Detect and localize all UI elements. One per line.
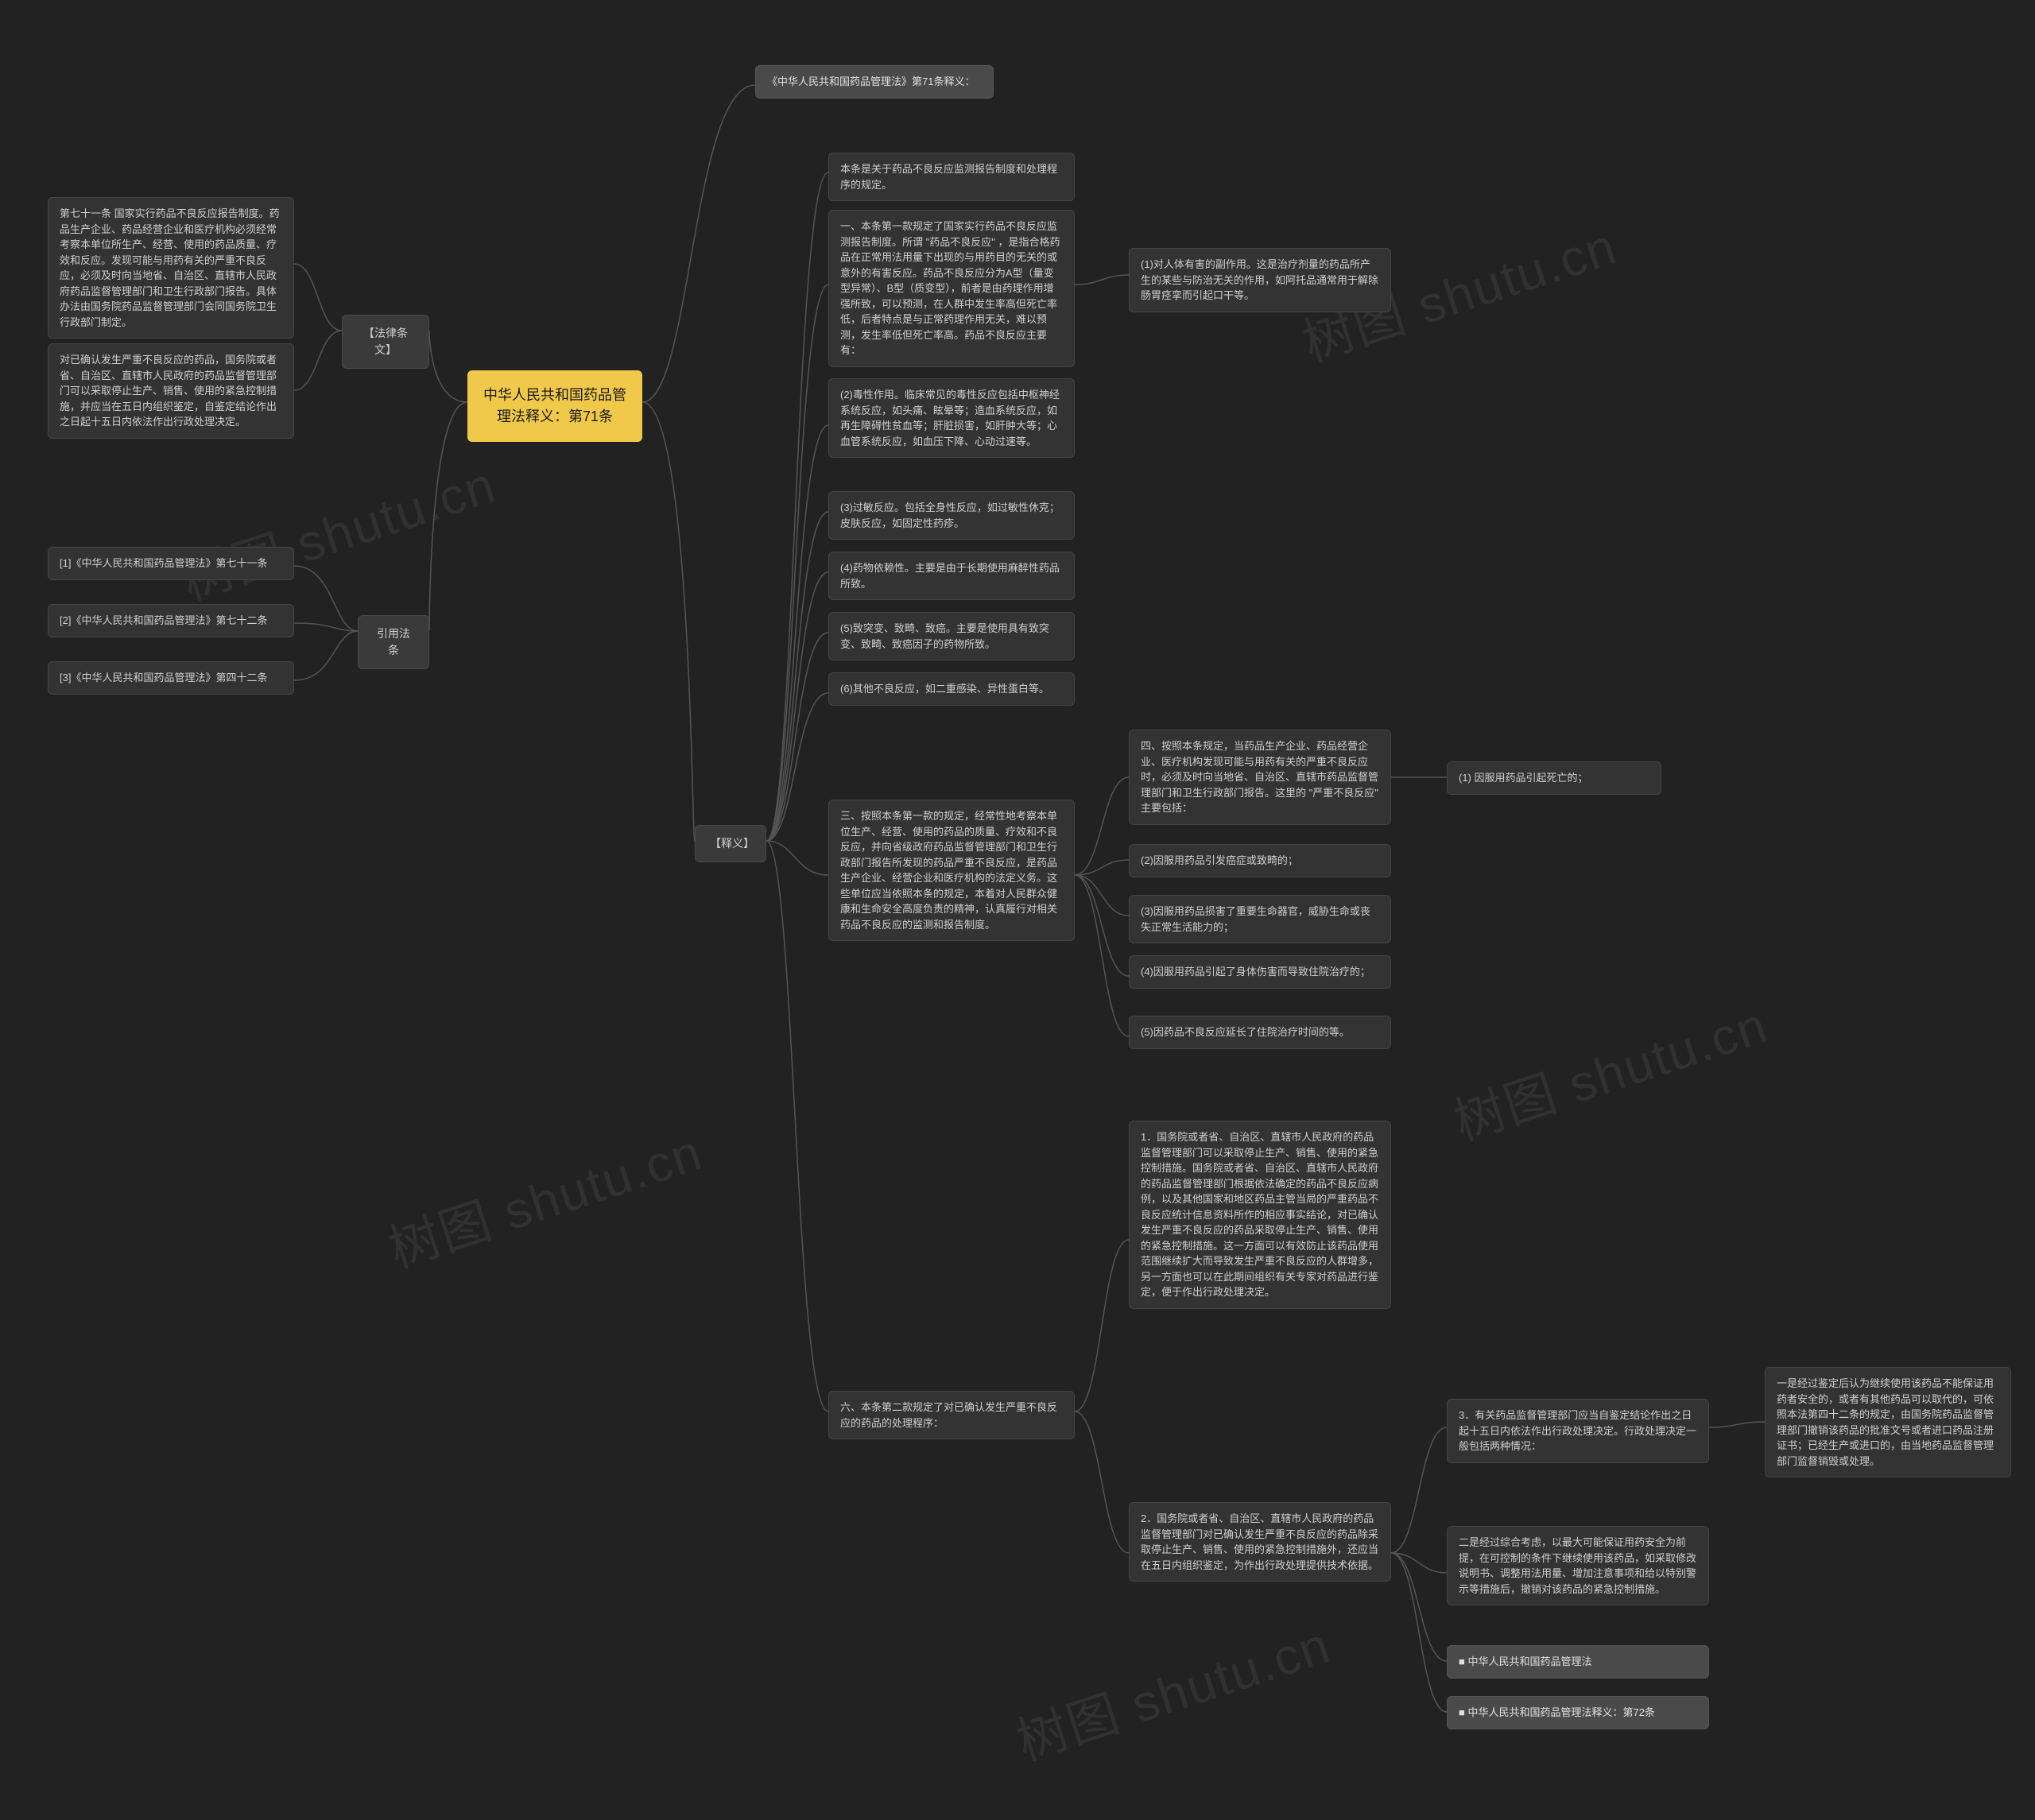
watermark: 树图 shutu.cn <box>378 1112 711 1282</box>
watermark: 树图 shutu.cn <box>1444 985 1776 1155</box>
mindmap-canvas: 树图 shutu.cn 树图 shutu.cn 树图 shutu.cn 树图 s… <box>0 0 2035 1820</box>
watermark: 树图 shutu.cn <box>172 444 504 614</box>
section-interpretation[interactable]: 【释义】 <box>695 825 766 862</box>
node-four[interactable]: (4)药物依赖性。主要是由于长期使用麻醉性药品所致。 <box>828 552 1075 600</box>
node-f1[interactable]: (1) 因服用药品引起死亡的； <box>1447 761 1661 795</box>
node-p2[interactable]: 2．国务院或者省、自治区、直辖市人民政府的药品监督管理部门对已确认发生严重不良反… <box>1129 1502 1391 1582</box>
node-link1[interactable]: ■ 中华人民共和国药品管理法 <box>1447 1645 1709 1679</box>
node-five[interactable]: (5)致突变、致畸、致癌。主要是使用具有致突变、致畸、致癌因子的药物所致。 <box>828 612 1075 660</box>
node-p3b[interactable]: 二是经过综合考虑，以最大可能保证用药安全为前提，在可控制的条件下继续使用该药品，… <box>1447 1526 1709 1605</box>
node-f3[interactable]: (3)因服用药品损害了重要生命器官，威胁生命或丧失正常生活能力的； <box>1129 895 1391 943</box>
node-p1[interactable]: 1．国务院或者省、自治区、直辖市人民政府的药品监督管理部门可以采取停止生产、销售… <box>1129 1121 1391 1309</box>
node-link2[interactable]: ■ 中华人民共和国药品管理法释义：第72条 <box>1447 1696 1709 1729</box>
node-intro[interactable]: 本条是关于药品不良反应监测报告制度和处理程序的规定。 <box>828 153 1075 201</box>
node-p3a[interactable]: 一是经过鉴定后认为继续使用该药品不能保证用药者安全的，或者有其他药品可以取代的，… <box>1765 1367 2011 1477</box>
node-control-measures[interactable]: 对已确认发生严重不良反应的药品，国务院或者省、自治区、直辖市人民政府的药品监督管… <box>48 343 294 439</box>
node-one[interactable]: 一、本条第一款规定了国家实行药品不良反应监测报告制度。所谓 "药品不良反应" ，… <box>828 210 1075 367</box>
watermark: 树图 shutu.cn <box>1006 1605 1339 1775</box>
node-ref-2[interactable]: [2]《中华人民共和国药品管理法》第七十二条 <box>48 604 294 637</box>
node-article-71[interactable]: 第七十一条 国家实行药品不良反应报告制度。药品生产企业、药品经营企业和医疗机构必… <box>48 197 294 339</box>
section-law-text[interactable]: 【法律条文】 <box>342 315 429 369</box>
node-one-sub1[interactable]: (1)对人体有害的副作用。这是治疗剂量的药品所产生的某些与防治无关的作用，如阿托… <box>1129 248 1391 312</box>
node-two[interactable]: (2)毒性作用。临床常见的毒性反应包括中枢神经系统反应，如头痛、眩晕等；造血系统… <box>828 378 1075 458</box>
node-third[interactable]: 三、按照本条第一款的规定，经常性地考察本单位生产、经营、使用的药品的质量、疗效和… <box>828 800 1075 941</box>
node-six[interactable]: (6)其他不良反应，如二重感染、异性蛋白等。 <box>828 672 1075 706</box>
node-title[interactable]: 《中华人民共和国药品管理法》第71条释义： <box>755 65 994 99</box>
node-f4[interactable]: (4)因服用药品引起了身体伤害而导致住院治疗的； <box>1129 955 1391 989</box>
node-f2[interactable]: (2)因服用药品引发癌症或致畸的； <box>1129 844 1391 877</box>
node-three[interactable]: (3)过敏反应。包括全身性反应，如过敏性休克；皮肤反应，如固定性药疹。 <box>828 491 1075 540</box>
node-f5[interactable]: (5)因药品不良反应延长了住院治疗时间的等。 <box>1129 1016 1391 1049</box>
node-sixth[interactable]: 六、本条第二款规定了对已确认发生严重不良反应的药品的处理程序： <box>828 1391 1075 1439</box>
root-node[interactable]: 中华人民共和国药品管理法释义：第71条 <box>467 370 642 442</box>
node-fourth[interactable]: 四、按照本条规定，当药品生产企业、药品经营企业、医疗机构发现可能与用药有关的严重… <box>1129 730 1391 825</box>
node-ref-1[interactable]: [1]《中华人民共和国药品管理法》第七十一条 <box>48 547 294 580</box>
section-cited[interactable]: 引用法条 <box>358 615 429 669</box>
node-p3[interactable]: 3．有关药品监督管理部门应当自鉴定结论作出之日起十五日内依法作出行政处理决定。行… <box>1447 1399 1709 1463</box>
node-ref-3[interactable]: [3]《中华人民共和国药品管理法》第四十二条 <box>48 661 294 695</box>
